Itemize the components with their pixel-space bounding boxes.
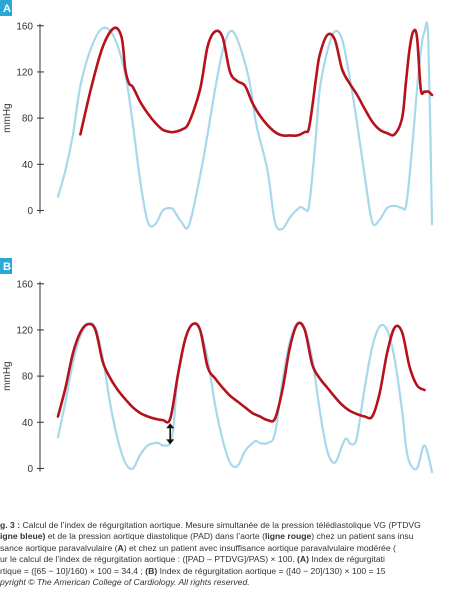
caption-line: rtique = ([65 − 10]/160) × 100 = 34,4 ; … [0,566,466,577]
panel-label-box [0,258,12,274]
caption-text: ) chez un patient sans insu [311,531,414,542]
double-arrow-annotation [166,423,175,445]
panel-label-tag: A [0,0,12,16]
caption-line: pyright © The American College of Cardio… [0,577,466,588]
caption-line: sance aortique paravalvulaire (A) et che… [0,543,466,554]
caption-line: ur le calcul de l’index de régurgitation… [0,554,466,565]
y-tick-label: 40 [22,160,34,171]
series-line-aortic-pressure [56,321,426,424]
caption-text: Calcul de l’index de régurgitation aorti… [22,520,421,530]
caption-text: ligne rouge [264,531,312,542]
caption-text: et de la pression aortique diastolique (… [45,531,265,542]
y-tick-label: 40 [22,418,34,429]
y-tick-label: 80 [22,372,34,383]
y-axis-title: mmHg [2,361,13,390]
caption-text: (A) [297,554,309,565]
panel-label-box [0,0,12,16]
y-tick-label: 0 [27,464,33,475]
panel-label: A [3,3,11,15]
panel-label-tag: B [0,258,12,274]
series-line-lv-pressure [56,321,434,473]
caption-text: Index de régurgitati [308,554,385,565]
chart-panel-a: A 0 40 80 120 160 mmHg [0,0,466,252]
y-tick-label: 0 [27,206,33,217]
caption-text: igne bleue) [0,531,46,542]
caption-line: igne bleue) et de la pression aortique d… [0,531,466,542]
caption-text: A [117,542,124,553]
caption-text: (B) [145,565,158,576]
caption-text: ) et chez un patient avec insuffisance a… [123,542,396,553]
y-tick-label: 80 [22,114,34,125]
y-tick-label: 120 [16,67,33,78]
series-line-lv-pressure [56,21,434,231]
caption-text: Index de régurgitation aortique = ([40 −… [157,565,386,576]
series-line-aortic-pressure [79,26,434,137]
chart-b-svg: B 0 40 80 120 160 mmHg [0,258,434,475]
caption-line: g. 3 : Calcul de l’index de régurgitatio… [0,520,466,531]
caption-text: The American College of Cardiology. All … [36,577,250,588]
caption-text: ur le calcul de l’index de régurgitation… [0,554,298,565]
caption-text: sance aortique paravalvulaire ( [0,542,118,553]
y-tick-label: 120 [16,325,33,336]
figure-caption: g. 3 : Calcul de l’index de régurgitatio… [0,520,466,600]
panel-label: B [3,261,11,273]
caption-text: g. 3 : [0,520,23,530]
y-tick-label: 160 [16,279,33,290]
caption-text: rtique = ([65 − 10]/160) × 100 = 34,4 ; [0,565,146,576]
y-tick-label: 160 [16,21,33,32]
caption-text: pyright © [0,577,37,588]
chart-a-svg: A 0 40 80 120 160 mmHg [0,0,434,231]
chart-panel-b: B 0 40 80 120 160 mmHg [0,258,466,510]
y-axis-title: mmHg [2,103,13,132]
